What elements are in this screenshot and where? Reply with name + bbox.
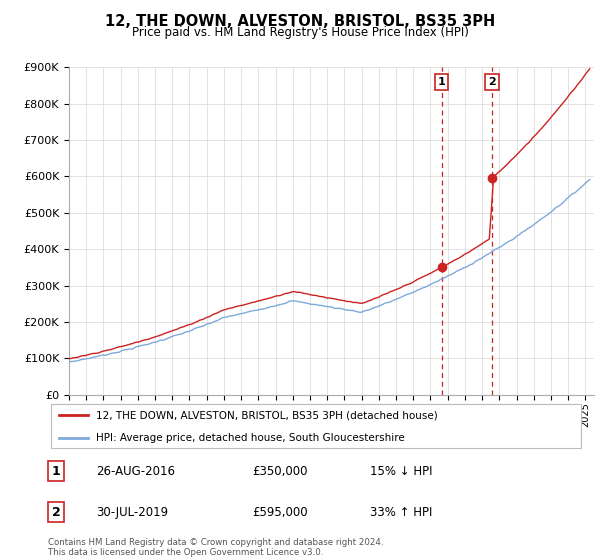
Text: 15% ↓ HPI: 15% ↓ HPI [370, 465, 433, 478]
Text: 12, THE DOWN, ALVESTON, BRISTOL, BS35 3PH: 12, THE DOWN, ALVESTON, BRISTOL, BS35 3P… [105, 14, 495, 29]
Text: Price paid vs. HM Land Registry's House Price Index (HPI): Price paid vs. HM Land Registry's House … [131, 26, 469, 39]
Text: £350,000: £350,000 [252, 465, 308, 478]
Text: Contains HM Land Registry data © Crown copyright and database right 2024.
This d: Contains HM Land Registry data © Crown c… [48, 538, 383, 557]
Text: 2: 2 [52, 506, 61, 519]
FancyBboxPatch shape [50, 404, 581, 449]
Text: 26-AUG-2016: 26-AUG-2016 [97, 465, 175, 478]
Text: £595,000: £595,000 [252, 506, 308, 519]
Text: 1: 1 [52, 465, 61, 478]
Text: 2: 2 [488, 77, 496, 87]
Text: HPI: Average price, detached house, South Gloucestershire: HPI: Average price, detached house, Sout… [97, 433, 405, 444]
Text: 30-JUL-2019: 30-JUL-2019 [97, 506, 169, 519]
Text: 33% ↑ HPI: 33% ↑ HPI [370, 506, 433, 519]
Text: 1: 1 [438, 77, 446, 87]
Text: 12, THE DOWN, ALVESTON, BRISTOL, BS35 3PH (detached house): 12, THE DOWN, ALVESTON, BRISTOL, BS35 3P… [97, 410, 438, 421]
